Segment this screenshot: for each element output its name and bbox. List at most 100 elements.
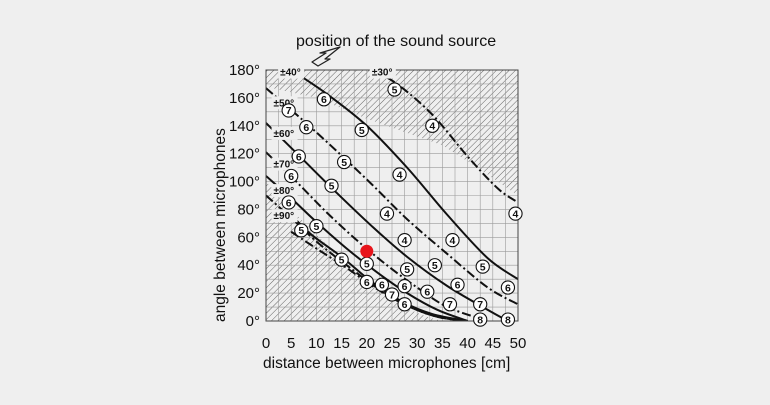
angle-label: ±50° <box>274 98 295 109</box>
marker-circle <box>354 122 369 138</box>
marker-number: 6 <box>288 171 294 183</box>
marker-circle <box>425 118 440 133</box>
marker-circle <box>399 262 415 277</box>
marker-number: 6 <box>303 122 309 134</box>
angle-label-bg <box>271 157 298 171</box>
angle-label: ±30° <box>372 68 393 79</box>
curve-2 <box>266 87 518 306</box>
marker-circle <box>336 154 352 170</box>
marker-number: 5 <box>404 264 410 276</box>
marker-circle <box>442 297 458 312</box>
marker-number: 5 <box>298 225 304 237</box>
marker-circle <box>281 195 296 210</box>
marker-circle <box>475 259 490 274</box>
marker-circle <box>420 284 435 299</box>
marker-circle <box>374 277 390 292</box>
angle-label-bg <box>369 65 396 79</box>
marker-circle <box>473 312 488 327</box>
marker-number: 5 <box>480 261 486 273</box>
marker-circle <box>397 232 412 248</box>
sound-source-arrow-icon <box>311 46 341 67</box>
marker-circle <box>281 103 296 118</box>
angle-label: ±60° <box>274 129 295 140</box>
marker-number: 7 <box>286 105 292 117</box>
marker-circle <box>397 297 412 312</box>
marker-circle <box>294 223 309 238</box>
marker-number: 5 <box>339 254 345 266</box>
highlight-layer <box>360 244 374 258</box>
y-tick-label: 180° <box>229 62 260 79</box>
x-tick-label: 25 <box>384 335 401 352</box>
marker-circle <box>387 82 402 97</box>
angle-label: ±80° <box>274 186 295 197</box>
angle-label: ±90° <box>274 211 295 222</box>
marker-circle <box>508 206 523 221</box>
marker-number: 6 <box>321 94 327 106</box>
marker-number: 6 <box>424 287 430 299</box>
x-tick-label: 45 <box>484 335 501 352</box>
y-tick-label: 100° <box>229 174 260 191</box>
marker-number: 6 <box>402 299 408 311</box>
marker-circle <box>384 287 400 302</box>
marker-number: 4 <box>429 121 435 133</box>
marker-circle <box>334 252 349 267</box>
marker-circle <box>427 258 442 273</box>
marker-circle <box>473 297 488 312</box>
y-tick-label: 140° <box>229 118 260 135</box>
marker-circle <box>284 168 299 184</box>
y-tick-labels: 0° 20° 40° 60° 80° 100° 120° 140° 160° 180° <box>229 62 260 330</box>
marker-number: 5 <box>359 125 365 137</box>
marker-circle <box>309 219 324 234</box>
marker-number: 6 <box>364 277 370 289</box>
marker-number: 5 <box>341 157 347 169</box>
marker-number: 5 <box>329 181 335 193</box>
marker-circle <box>299 120 314 135</box>
marker-number: 6 <box>379 280 385 292</box>
y-tick-label: 20° <box>237 285 260 302</box>
marker-circle <box>359 274 374 290</box>
marker-circle <box>316 92 332 107</box>
angle-label-bg <box>278 65 305 79</box>
marker-number: 5 <box>392 84 398 96</box>
x-tick-label: 5 <box>287 335 295 352</box>
marker-number: 5 <box>432 260 438 272</box>
y-tick-label: 80° <box>237 201 260 218</box>
marker-circle <box>445 232 460 248</box>
angle-label-bg <box>271 184 298 198</box>
marker-number: 7 <box>477 299 483 311</box>
angle-label: ±70° <box>274 160 295 171</box>
marker-number: 6 <box>296 151 302 163</box>
marker-number: 4 <box>402 235 408 247</box>
y-axis-label: angle between microphones <box>212 128 229 322</box>
marker-circle <box>500 312 516 327</box>
x-tick-label: 20 <box>358 335 375 352</box>
angle-labels: ±40° ±30° ±50° ±60° ±70° ±80° ±90° <box>271 65 396 223</box>
y-tick-label: 40° <box>237 257 260 274</box>
marker-number: 4 <box>397 169 403 181</box>
marker-number: 4 <box>384 208 390 220</box>
marker-circle <box>324 178 339 193</box>
marker-number: 4 <box>450 235 456 247</box>
y-tick-label: 0° <box>246 313 260 330</box>
x-tick-label: 35 <box>434 335 451 352</box>
x-tick-label: 10 <box>308 335 325 352</box>
marker-number: 4 <box>513 208 519 220</box>
marker-circle <box>397 278 412 294</box>
chart-title: position of the sound source <box>296 33 496 50</box>
marker-number: 5 <box>364 259 370 271</box>
x-axis-label: distance between microphones [cm] <box>263 355 510 372</box>
x-tick-label: 50 <box>510 335 527 352</box>
marker-number: 6 <box>402 281 408 293</box>
marker-circle <box>291 149 306 164</box>
y-tick-label: 120° <box>229 146 260 163</box>
x-tick-label: 40 <box>459 335 476 352</box>
hatched-region-lower <box>266 181 443 321</box>
angle-label-bg <box>271 209 298 223</box>
x-tick-label: 0 <box>262 335 270 352</box>
marker-number: 8 <box>477 314 483 326</box>
marker-number: 8 <box>505 314 511 326</box>
marker-circle <box>450 277 465 292</box>
x-tick-label: 15 <box>333 335 350 352</box>
